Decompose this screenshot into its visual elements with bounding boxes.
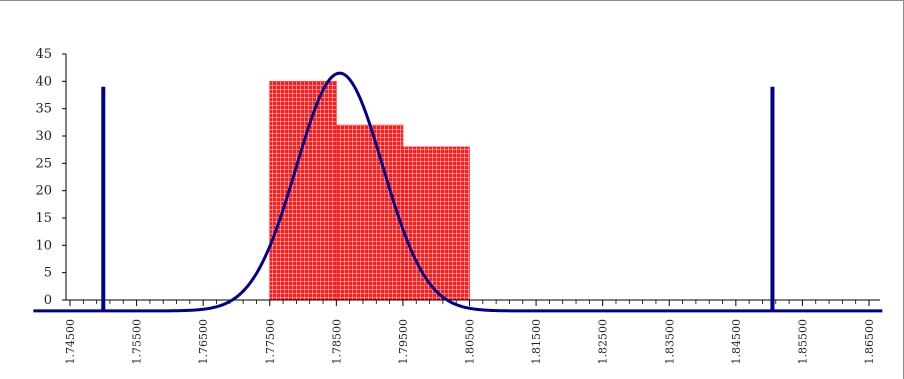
x-tick-label: 1.75500 (131, 319, 144, 365)
y-tick-label: 10 (35, 238, 52, 253)
x-tick-label: 1.74500 (64, 319, 77, 365)
y-tick-label: 35 (35, 102, 52, 117)
y-tick-label: 25 (35, 156, 52, 171)
x-tick-label: 1.83500 (663, 319, 676, 365)
x-tick-label: 1.85500 (796, 319, 809, 365)
x-tick-label: 1.80500 (464, 319, 477, 365)
x-tick-label: 1.86500 (863, 319, 876, 365)
y-tick-label: 15 (35, 211, 52, 226)
histogram-bar-1 (269, 81, 337, 301)
x-tick-label: 1.84500 (730, 319, 743, 365)
y-tick-label: 0 (44, 293, 52, 308)
y-tick-label: 30 (35, 129, 52, 144)
y-tick-label: 45 (35, 47, 52, 62)
y-tick-label: 5 (44, 266, 52, 281)
x-tick-label: 1.76500 (197, 319, 210, 365)
x-tick-label: 1.82500 (597, 319, 610, 365)
y-tick-label: 40 (35, 74, 52, 89)
x-tick-label: 1.79500 (397, 319, 410, 365)
normal-distribution-curve (33, 71, 883, 313)
x-tick-label: 1.78500 (330, 319, 343, 365)
histogram-bar-2 (336, 124, 404, 301)
histogram-bar-3 (402, 146, 470, 301)
x-tick-label: 1.77500 (264, 319, 277, 365)
y-tick-label: 20 (35, 184, 52, 199)
x-tick-label: 1.81500 (530, 319, 543, 365)
